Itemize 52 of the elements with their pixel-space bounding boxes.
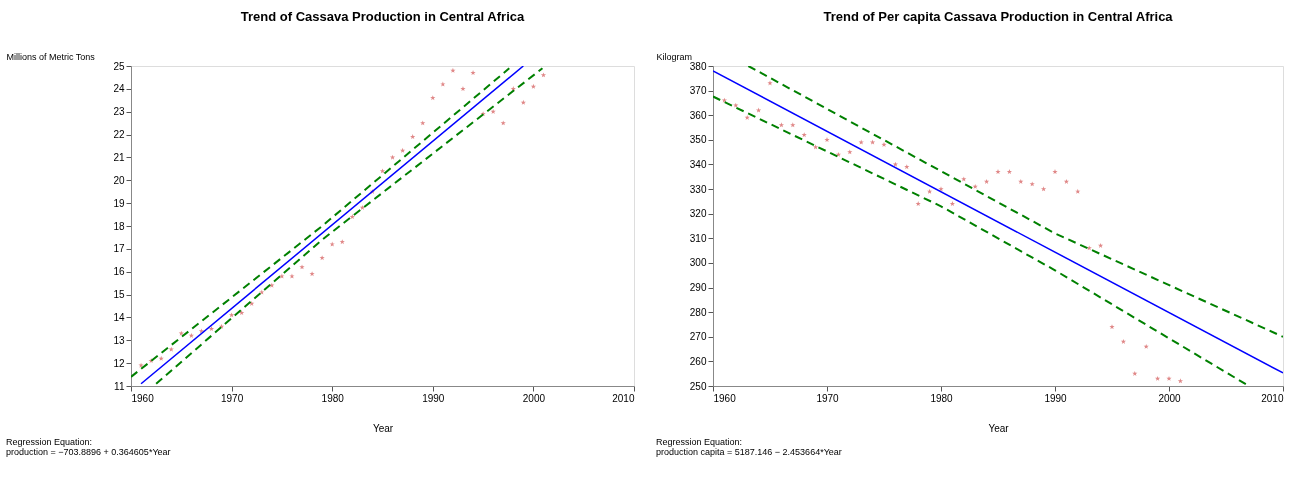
x-tick-label: 1970 (816, 392, 840, 404)
y-tick-label: 19 (113, 197, 125, 209)
text: Regression Equation: (656, 437, 743, 447)
y-tick-label: 21 (113, 151, 125, 163)
y-tick-label: 260 (689, 355, 707, 367)
y-axis-title: Millions of Metric Tons (6, 51, 96, 62)
x-tick-label: 2000 (522, 392, 546, 404)
y-tick-label: 17 (113, 243, 125, 255)
y-tick-label: 270 (689, 331, 707, 343)
y-tick-label: 25 (113, 60, 125, 72)
y-tick-label: 20 (113, 174, 125, 186)
y-tick-label: 340 (689, 158, 707, 170)
y-tick-label: 280 (689, 306, 707, 318)
y-axis-title: Kilogram (656, 51, 693, 62)
x-tick-label: 1980 (321, 392, 345, 404)
y-tick-label: 320 (689, 208, 707, 220)
text: Regression Equation: (6, 437, 93, 447)
text: production capita = 5187.146 − 2.453664*Year (656, 447, 842, 457)
x-tick-label: 1990 (1044, 392, 1068, 404)
chart-title: Trend of Cassava Production in Central Africa (240, 9, 525, 24)
x-tick-label: 1960 (131, 392, 155, 404)
y-tick-label: 24 (113, 83, 125, 95)
x-tick-label: 2010 (612, 392, 635, 404)
y-tick-label: 300 (689, 257, 707, 269)
y-tick-label: 13 (113, 334, 125, 346)
y-tick-label: 330 (689, 183, 707, 195)
y-tick-label: 18 (113, 220, 125, 232)
line-series (713, 95, 1249, 386)
y-tick-label: 12 (113, 357, 125, 369)
y-tick-label: 23 (113, 106, 125, 118)
y-tick-label: 380 (689, 60, 707, 72)
y-tick-label: 310 (689, 232, 707, 244)
x-tick-label: 2000 (1158, 392, 1182, 404)
x-tick-label: 1990 (422, 392, 445, 404)
x-tick-label: 1970 (220, 392, 244, 404)
y-tick-label: 14 (113, 311, 125, 323)
x-axis-title: Year (372, 422, 394, 434)
y-tick-label: 370 (689, 85, 707, 97)
y-tick-label: 290 (689, 282, 707, 294)
y-tick-label: 16 (113, 266, 125, 278)
y-tick-label: 15 (113, 289, 125, 301)
chart-title: Trend of Per capita Cassava Production in Central Africa (823, 9, 1174, 24)
x-tick-label: 1980 (930, 392, 954, 404)
y-tick-label: 250 (689, 380, 707, 392)
text: production = −703.8896 + 0.364605*Year (6, 447, 171, 457)
y-tick-label: 11 (114, 380, 125, 392)
y-tick-label: 350 (689, 134, 707, 146)
y-tick-label: 360 (689, 109, 707, 121)
x-tick-label: 1960 (713, 392, 737, 404)
x-tick-label: 2010 (1261, 392, 1284, 404)
y-tick-label: 22 (113, 129, 125, 141)
x-axis-title: Year (988, 422, 1010, 434)
